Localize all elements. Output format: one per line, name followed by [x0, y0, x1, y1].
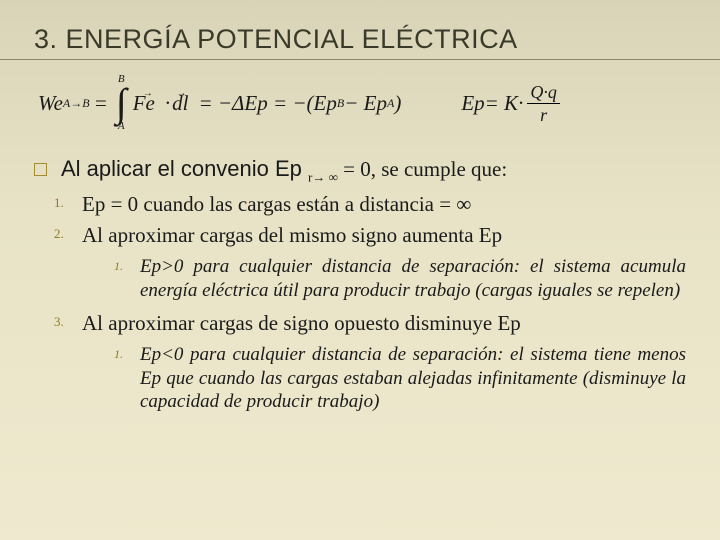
item-2-text: Al aproximar cargas del mismo signo aume…	[82, 223, 502, 247]
equation-work-integral: WeA→B = B ∫ A Fe→ · dl→ = −ΔEp = −(EpB −…	[38, 74, 401, 132]
we-sub: A→B	[63, 96, 90, 111]
integral: B ∫ A	[116, 74, 127, 132]
list-item: Al aproximar cargas de signo opuesto dis…	[62, 310, 686, 414]
fraction-numerator: Q·q	[527, 83, 560, 101]
item-1-text: Ep = 0 cuando las cargas están a distanc…	[82, 192, 471, 216]
lead-sub: r→ ∞	[308, 169, 338, 184]
list-item: Ep<0 para cualquier distancia de separac…	[122, 343, 686, 414]
lead-bullet: Al aplicar el convenio Ep r→ ∞ = 0, se c…	[34, 156, 686, 185]
fraction-denominator: r	[537, 106, 550, 124]
list-item: Ep>0 para cualquier distancia de separac…	[122, 255, 686, 302]
slide-title: 3. ENERGÍA POTENCIAL ELÉCTRICA	[34, 24, 686, 55]
list-item: Ep = 0 cuando las cargas están a distanc…	[62, 191, 686, 218]
vector-dl: dl→	[172, 91, 198, 116]
list-item: Al aproximar cargas del mismo signo aume…	[62, 222, 686, 302]
body: Al aplicar el convenio Ep r→ ∞ = 0, se c…	[34, 156, 686, 414]
fraction: Q·q r	[527, 83, 560, 124]
equation-ep-formula: Ep = K· Q·q r	[461, 83, 564, 124]
minus-EpA: − Ep	[344, 91, 387, 116]
title-text: ENERGÍA POTENCIAL ELÉCTRICA	[66, 24, 518, 54]
fraction-bar	[527, 103, 560, 104]
Ep-B-sub: B	[337, 96, 344, 111]
main-list: Ep = 0 cuando las cargas están a distanc…	[34, 191, 686, 413]
slide: 3. ENERGÍA POTENCIAL ELÉCTRICA WeA→B = B…	[0, 0, 720, 540]
delta-ep-expr: = −ΔEp = −(Ep	[198, 91, 336, 116]
equals-1: =	[94, 91, 108, 116]
sub-list: Ep>0 para cualquier distancia de separac…	[82, 255, 686, 302]
item-3-1-text: Ep<0 para cualquier distancia de separac…	[140, 344, 686, 412]
lead-b: = 0, se cumple que:	[338, 157, 507, 181]
we-symbol: We	[38, 91, 63, 116]
arrow-icon: →	[143, 88, 153, 99]
arrow-icon: →	[176, 88, 186, 99]
title-rule	[0, 59, 720, 60]
item-2-1-text: Ep>0 para cualquier distancia de separac…	[140, 256, 686, 301]
dot: ·	[165, 91, 170, 116]
close-paren: )	[394, 91, 401, 116]
equals-K: = K·	[485, 91, 524, 116]
sub-list: Ep<0 para cualquier distancia de separac…	[82, 343, 686, 414]
item-3-text: Al aproximar cargas de signo opuesto dis…	[82, 311, 521, 335]
lead-text: Al aplicar el convenio Ep r→ ∞ = 0, se c…	[61, 156, 507, 185]
integral-lower: A	[118, 121, 125, 132]
lead-a: Al aplicar el convenio Ep	[61, 156, 308, 181]
title-number: 3.	[34, 24, 58, 54]
equations-row: WeA→B = B ∫ A Fe→ · dl→ = −ΔEp = −(EpB −…	[38, 74, 686, 132]
vector-Fe: Fe→	[133, 91, 165, 116]
integral-symbol: ∫	[116, 85, 127, 121]
Ep-symbol: Ep	[461, 91, 484, 116]
square-bullet-icon	[34, 163, 47, 176]
